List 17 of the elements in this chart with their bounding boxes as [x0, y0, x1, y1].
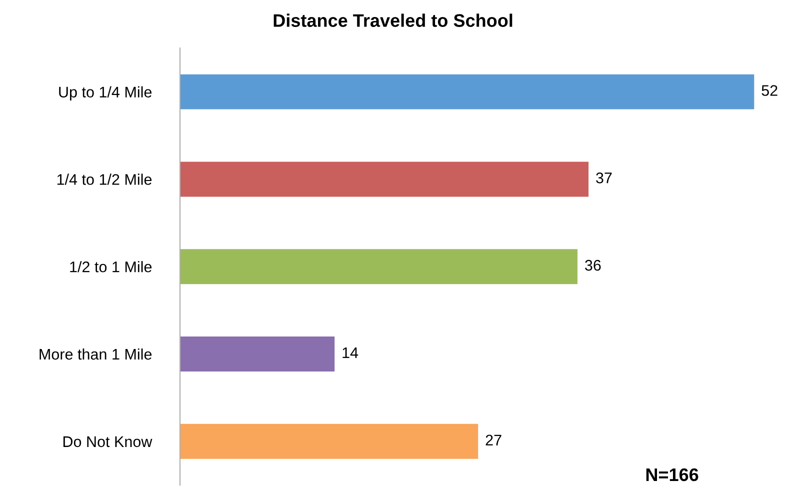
bar: [180, 424, 478, 459]
data-label: 27: [486, 434, 502, 446]
y-tick-label: 1/4 to 1/2 Mile: [57, 174, 152, 185]
data-label: 37: [596, 172, 612, 184]
data-label: 52: [762, 85, 778, 96]
data-label: 36: [585, 260, 601, 271]
bar: [180, 162, 589, 197]
bar: [180, 74, 754, 110]
chart-title: Distance Traveled to School: [274, 14, 512, 27]
y-tick-label: Up to 1/4 Mile: [59, 86, 152, 101]
bar: [180, 249, 578, 284]
bar: [180, 336, 335, 372]
y-tick-label: 1/2 to 1 Mile: [70, 261, 152, 272]
data-label: 14: [342, 347, 358, 358]
y-tick-label: More than 1 Mile: [40, 348, 152, 360]
y-tick-label: Do Not Know: [63, 436, 152, 448]
annotation: N=166: [646, 468, 698, 482]
